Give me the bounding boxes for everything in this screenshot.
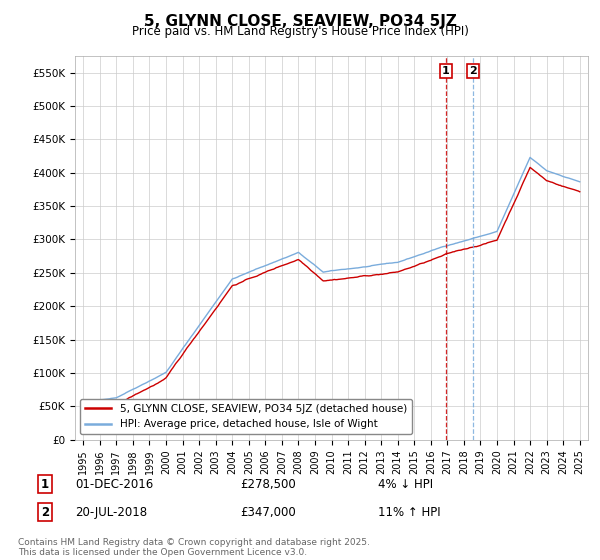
Text: 11% ↑ HPI: 11% ↑ HPI [378,506,440,519]
Text: 20-JUL-2018: 20-JUL-2018 [75,506,147,519]
Legend: 5, GLYNN CLOSE, SEAVIEW, PO34 5JZ (detached house), HPI: Average price, detached: 5, GLYNN CLOSE, SEAVIEW, PO34 5JZ (detac… [80,399,412,435]
Text: 1: 1 [442,66,450,76]
Text: 2: 2 [469,66,477,76]
Text: Contains HM Land Registry data © Crown copyright and database right 2025.
This d: Contains HM Land Registry data © Crown c… [18,538,370,557]
Text: £347,000: £347,000 [240,506,296,519]
Text: 5, GLYNN CLOSE, SEAVIEW, PO34 5JZ: 5, GLYNN CLOSE, SEAVIEW, PO34 5JZ [143,14,457,29]
Text: 01-DEC-2016: 01-DEC-2016 [75,478,153,491]
Text: 1: 1 [41,478,49,491]
Text: £278,500: £278,500 [240,478,296,491]
Text: Price paid vs. HM Land Registry's House Price Index (HPI): Price paid vs. HM Land Registry's House … [131,25,469,38]
Text: 4% ↓ HPI: 4% ↓ HPI [378,478,433,491]
Text: 2: 2 [41,506,49,519]
